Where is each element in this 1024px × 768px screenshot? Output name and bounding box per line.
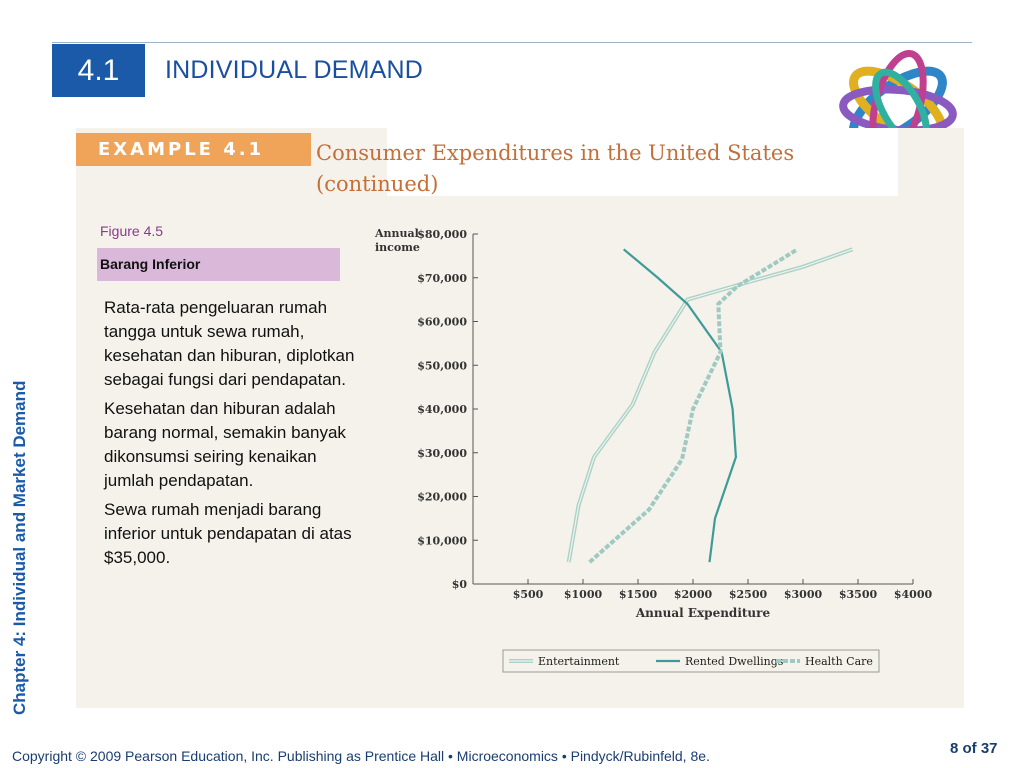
figure-description: Rata-rata pengeluaran rumah tangga untuk… xyxy=(104,296,364,575)
header-rule xyxy=(52,42,972,43)
x-tick-label: $3000 xyxy=(784,588,823,601)
x-tick-label: $1000 xyxy=(564,588,603,601)
x-tick-label: $3500 xyxy=(839,588,878,601)
y-tick-label: $70,000 xyxy=(417,272,467,285)
legend-label-entertainment: Entertainment xyxy=(538,655,620,668)
y-tick-label: $60,000 xyxy=(417,316,467,329)
section-number-badge: 4.1 xyxy=(52,44,145,97)
example-title-line2: (continued) xyxy=(316,172,439,196)
legend-box xyxy=(502,649,880,673)
description-paragraph: Rata-rata pengeluaran rumah tangga untuk… xyxy=(104,298,355,389)
chapter-sidebar: Chapter 4: Individual and Market Demand xyxy=(10,320,38,720)
example-tag: EXAMPLE 4.1 xyxy=(76,133,311,166)
y-tick-label: $0 xyxy=(452,578,468,591)
x-axis-label: Annual Expenditure xyxy=(635,606,771,620)
chapter-label: Chapter 4: Individual and Market Demand xyxy=(10,380,29,715)
x-tick-label: $500 xyxy=(513,588,544,601)
entertainment-line-inner xyxy=(568,248,853,563)
x-tick-label: $2500 xyxy=(729,588,768,601)
description-paragraph: Sewa rumah menjadi barang inferior untuk… xyxy=(104,500,352,567)
x-tick-label: $4000 xyxy=(894,588,933,601)
x-tick-label: $1500 xyxy=(619,588,658,601)
example-title-line1: Consumer Expenditures in the United Stat… xyxy=(316,141,795,165)
description-paragraph: Kesehatan dan hiburan adalah barang norm… xyxy=(104,399,346,490)
y-tick-label: $10,000 xyxy=(417,534,467,547)
example-title: Consumer Expenditures in the United Stat… xyxy=(316,138,836,200)
y-tick-label: $80,000 xyxy=(417,228,467,241)
expenditure-chart: $0 $10,000 $20,000 $30,000 $40,000 $50,000 $60… xyxy=(374,227,933,673)
legend-label-rented-dwellings: Rented Dwellings xyxy=(685,655,784,668)
figure-caption: Barang Inferior xyxy=(97,248,340,281)
rented-dwellings-line xyxy=(622,248,738,563)
slide-title: INDIVIDUAL DEMAND xyxy=(165,56,424,84)
title-backdrop xyxy=(387,128,898,196)
example-panel: EXAMPLE 4.1 Consumer Expenditures in the… xyxy=(76,128,964,708)
y-tick-label: $20,000 xyxy=(417,491,467,504)
page-number: 8 of 37 xyxy=(950,740,998,757)
figure-label: Figure 4.5 xyxy=(100,223,164,239)
health-care-line xyxy=(588,247,799,564)
entertainment-line xyxy=(566,247,854,563)
y-tick-label: $40,000 xyxy=(417,403,467,416)
x-tick-label: $2000 xyxy=(674,588,713,601)
y-tick-label: $30,000 xyxy=(417,447,467,460)
y-axis-label: Annual xyxy=(374,227,419,240)
y-axis-label: income xyxy=(375,241,420,254)
footer-copyright: Copyright © 2009 Pearson Education, Inc.… xyxy=(12,748,710,764)
legend-label-health-care: Health Care xyxy=(805,655,873,668)
y-tick-label: $50,000 xyxy=(417,359,467,372)
